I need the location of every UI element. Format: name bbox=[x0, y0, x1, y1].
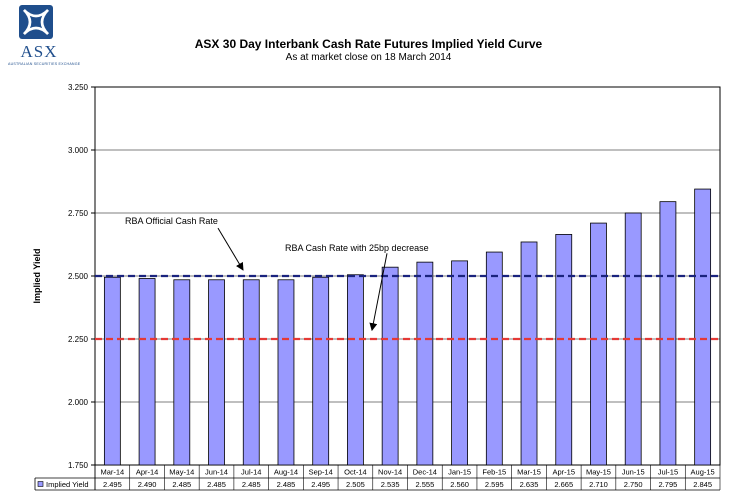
bar bbox=[103, 276, 121, 466]
bar bbox=[485, 251, 503, 466]
x-tick-label: Jun-14 bbox=[205, 468, 228, 477]
logo-text: ASX bbox=[20, 42, 58, 61]
x-tick-label: Aug-14 bbox=[274, 468, 298, 477]
y-tick-label: 2.000 bbox=[68, 398, 89, 407]
x-tick-label: May-14 bbox=[169, 468, 194, 477]
bar bbox=[416, 261, 434, 466]
data-label: 2.495 bbox=[311, 480, 330, 489]
decrease-rate-arrow bbox=[369, 253, 388, 332]
data-label: 2.595 bbox=[485, 480, 504, 489]
data-label: 2.845 bbox=[693, 480, 712, 489]
bar bbox=[659, 201, 677, 466]
y-tick-label: 3.000 bbox=[68, 146, 89, 155]
x-tick-label: May-15 bbox=[586, 468, 611, 477]
data-label: 2.485 bbox=[207, 480, 226, 489]
x-tick-label: Sep-14 bbox=[309, 468, 333, 477]
y-tick-label: 2.250 bbox=[68, 335, 89, 344]
x-tick-label: Oct-14 bbox=[344, 468, 367, 477]
logo-subtext: AUSTRALIAN SECURITIES EXCHANGE bbox=[8, 62, 81, 66]
bar bbox=[694, 188, 712, 466]
data-label: 2.665 bbox=[554, 480, 573, 489]
data-label: 2.495 bbox=[103, 480, 122, 489]
y-tick-label: 1.750 bbox=[68, 461, 89, 470]
x-tick-label: Apr-14 bbox=[136, 468, 159, 477]
x-tick-label: Jul-14 bbox=[241, 468, 261, 477]
data-label: 2.485 bbox=[277, 480, 296, 489]
x-tick-label: Feb-15 bbox=[482, 468, 506, 477]
data-label: 2.560 bbox=[450, 480, 469, 489]
bar bbox=[208, 279, 225, 466]
asx-logo: ASX AUSTRALIAN SECURITIES EXCHANGE bbox=[6, 4, 81, 66]
x-tick-label: Aug-15 bbox=[691, 468, 715, 477]
y-tick-label: 2.500 bbox=[68, 272, 89, 281]
asx-logo-mark bbox=[19, 5, 53, 39]
x-tick-label: Mar-14 bbox=[100, 468, 124, 477]
data-label: 2.795 bbox=[659, 480, 678, 489]
bar bbox=[381, 266, 399, 466]
y-axis-label: Implied Yield bbox=[32, 248, 42, 303]
bar bbox=[590, 222, 607, 466]
x-tick-label: Jul-15 bbox=[658, 468, 678, 477]
chart-title: ASX 30 Day Interbank Cash Rate Futures I… bbox=[194, 37, 543, 51]
data-label: 2.535 bbox=[381, 480, 400, 489]
bar bbox=[242, 279, 260, 466]
bar bbox=[347, 274, 364, 466]
official-rate-arrow bbox=[217, 227, 244, 271]
y-tick-label: 3.250 bbox=[68, 83, 89, 92]
x-tick-label: Apr-15 bbox=[552, 468, 575, 477]
x-tick-label: Dec-14 bbox=[413, 468, 437, 477]
bar bbox=[555, 234, 573, 466]
official-rate-annotation: RBA Official Cash Rate bbox=[125, 216, 218, 226]
bar bbox=[277, 279, 295, 466]
data-label: 2.505 bbox=[346, 480, 365, 489]
legend-key bbox=[37, 481, 44, 487]
data-label: 2.490 bbox=[138, 480, 157, 489]
bar bbox=[138, 278, 156, 466]
bar bbox=[173, 279, 191, 466]
data-label: 2.635 bbox=[520, 480, 539, 489]
bar bbox=[312, 276, 330, 466]
chart-subtitle: As at market close on 18 March 2014 bbox=[285, 52, 452, 63]
y-tick-label: 2.750 bbox=[68, 209, 89, 218]
data-label: 2.555 bbox=[415, 480, 434, 489]
data-label: 2.750 bbox=[624, 480, 643, 489]
x-tick-label: Mar-15 bbox=[517, 468, 541, 477]
x-tick-label: Jun-15 bbox=[622, 468, 645, 477]
bar bbox=[520, 241, 538, 466]
data-label: 2.485 bbox=[242, 480, 261, 489]
data-label: 2.710 bbox=[589, 480, 608, 489]
legend-label: Implied Yield bbox=[46, 480, 89, 489]
bar bbox=[451, 260, 468, 466]
data-label: 2.485 bbox=[172, 480, 191, 489]
x-tick-label: Nov-14 bbox=[378, 468, 402, 477]
decrease-rate-annotation: RBA Cash Rate with 25bp decrease bbox=[285, 243, 429, 253]
x-tick-label: Jan-15 bbox=[448, 468, 471, 477]
